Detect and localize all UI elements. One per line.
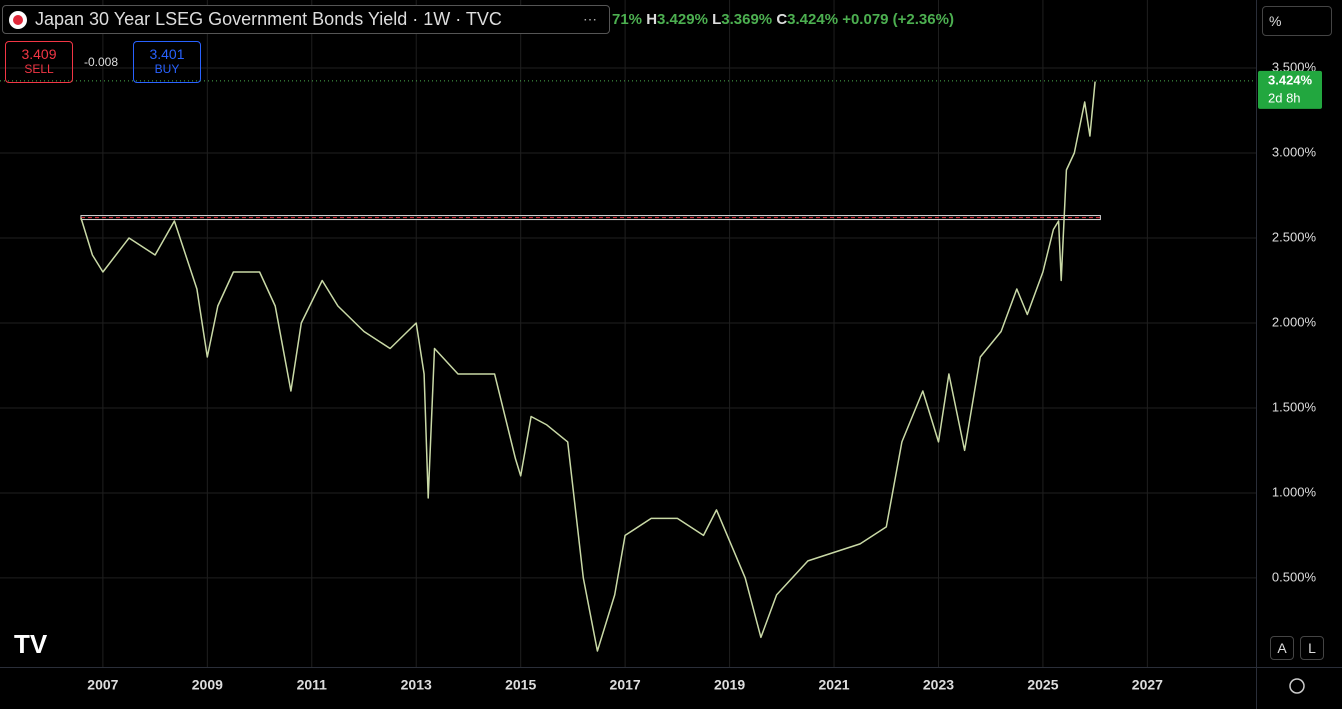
last-price-label: 3.424%: [1268, 72, 1313, 87]
last-price-tag: [1258, 70, 1322, 109]
sell-price: 3.409: [21, 46, 57, 62]
buy-price: 3.401: [149, 46, 185, 62]
flag-icon: [9, 11, 27, 29]
y-tick-label: 2.000%: [1272, 314, 1317, 329]
x-tick-label: 2017: [610, 677, 641, 693]
low: 3.369%: [721, 11, 773, 28]
change: +0.079 (+2.36%): [842, 11, 954, 28]
x-tick-label: 2011: [297, 677, 328, 693]
sell-button[interactable]: 3.409 SELL: [5, 41, 73, 83]
x-tick-label: 2013: [401, 677, 432, 693]
auto-button[interactable]: A: [1270, 636, 1294, 660]
x-tick-label: 2023: [923, 677, 954, 693]
buy-label: BUY: [154, 62, 180, 76]
open: 71%: [612, 11, 643, 28]
y-tick-label: 1.500%: [1272, 399, 1317, 414]
settings-icon[interactable]: [1289, 678, 1305, 694]
y-tick-label: 1.000%: [1272, 484, 1317, 499]
y-tick-label: 0.500%: [1272, 569, 1317, 584]
x-tick-label: 2027: [1132, 677, 1163, 693]
buy-button[interactable]: 3.401 BUY: [133, 41, 201, 83]
x-tick-label: 2021: [818, 677, 849, 693]
y-tick-label: 2.500%: [1272, 229, 1317, 244]
x-tick-label: 2009: [192, 677, 223, 693]
ohlc-label: H: [646, 11, 658, 28]
high: 3.429%: [657, 11, 708, 28]
x-tick-label: 2025: [1027, 677, 1058, 693]
x-tick-label: 2019: [714, 677, 745, 693]
title: Japan 30 Year LSEG Government Bonds Yiel…: [35, 9, 502, 29]
more[interactable]: ⋯: [583, 11, 597, 27]
logo: TV: [14, 629, 48, 659]
sell-label: SELL: [24, 62, 54, 76]
countdown: 2d 8h: [1268, 90, 1301, 105]
price-line: [80, 81, 1096, 652]
x-tick-label: 2007: [87, 677, 118, 693]
ohlc: 71% H3.429% L3.369% C3.424% +0.079 (+2.3…: [612, 11, 954, 28]
close: 3.424%: [787, 11, 839, 28]
spread: -0.008: [84, 55, 119, 69]
y-tick-label: 3.500%: [1272, 59, 1317, 74]
ohlc-label: C: [776, 11, 788, 28]
x-tick-label: 2015: [505, 677, 536, 693]
title-box: Japan 30 Year LSEG Government Bonds Yiel…: [2, 5, 610, 34]
y-tick-label: 3.000%: [1272, 144, 1317, 159]
log-button[interactable]: L: [1300, 636, 1324, 660]
ohlc-label: L: [712, 11, 722, 28]
unit-selector[interactable]: %: [1262, 6, 1332, 36]
